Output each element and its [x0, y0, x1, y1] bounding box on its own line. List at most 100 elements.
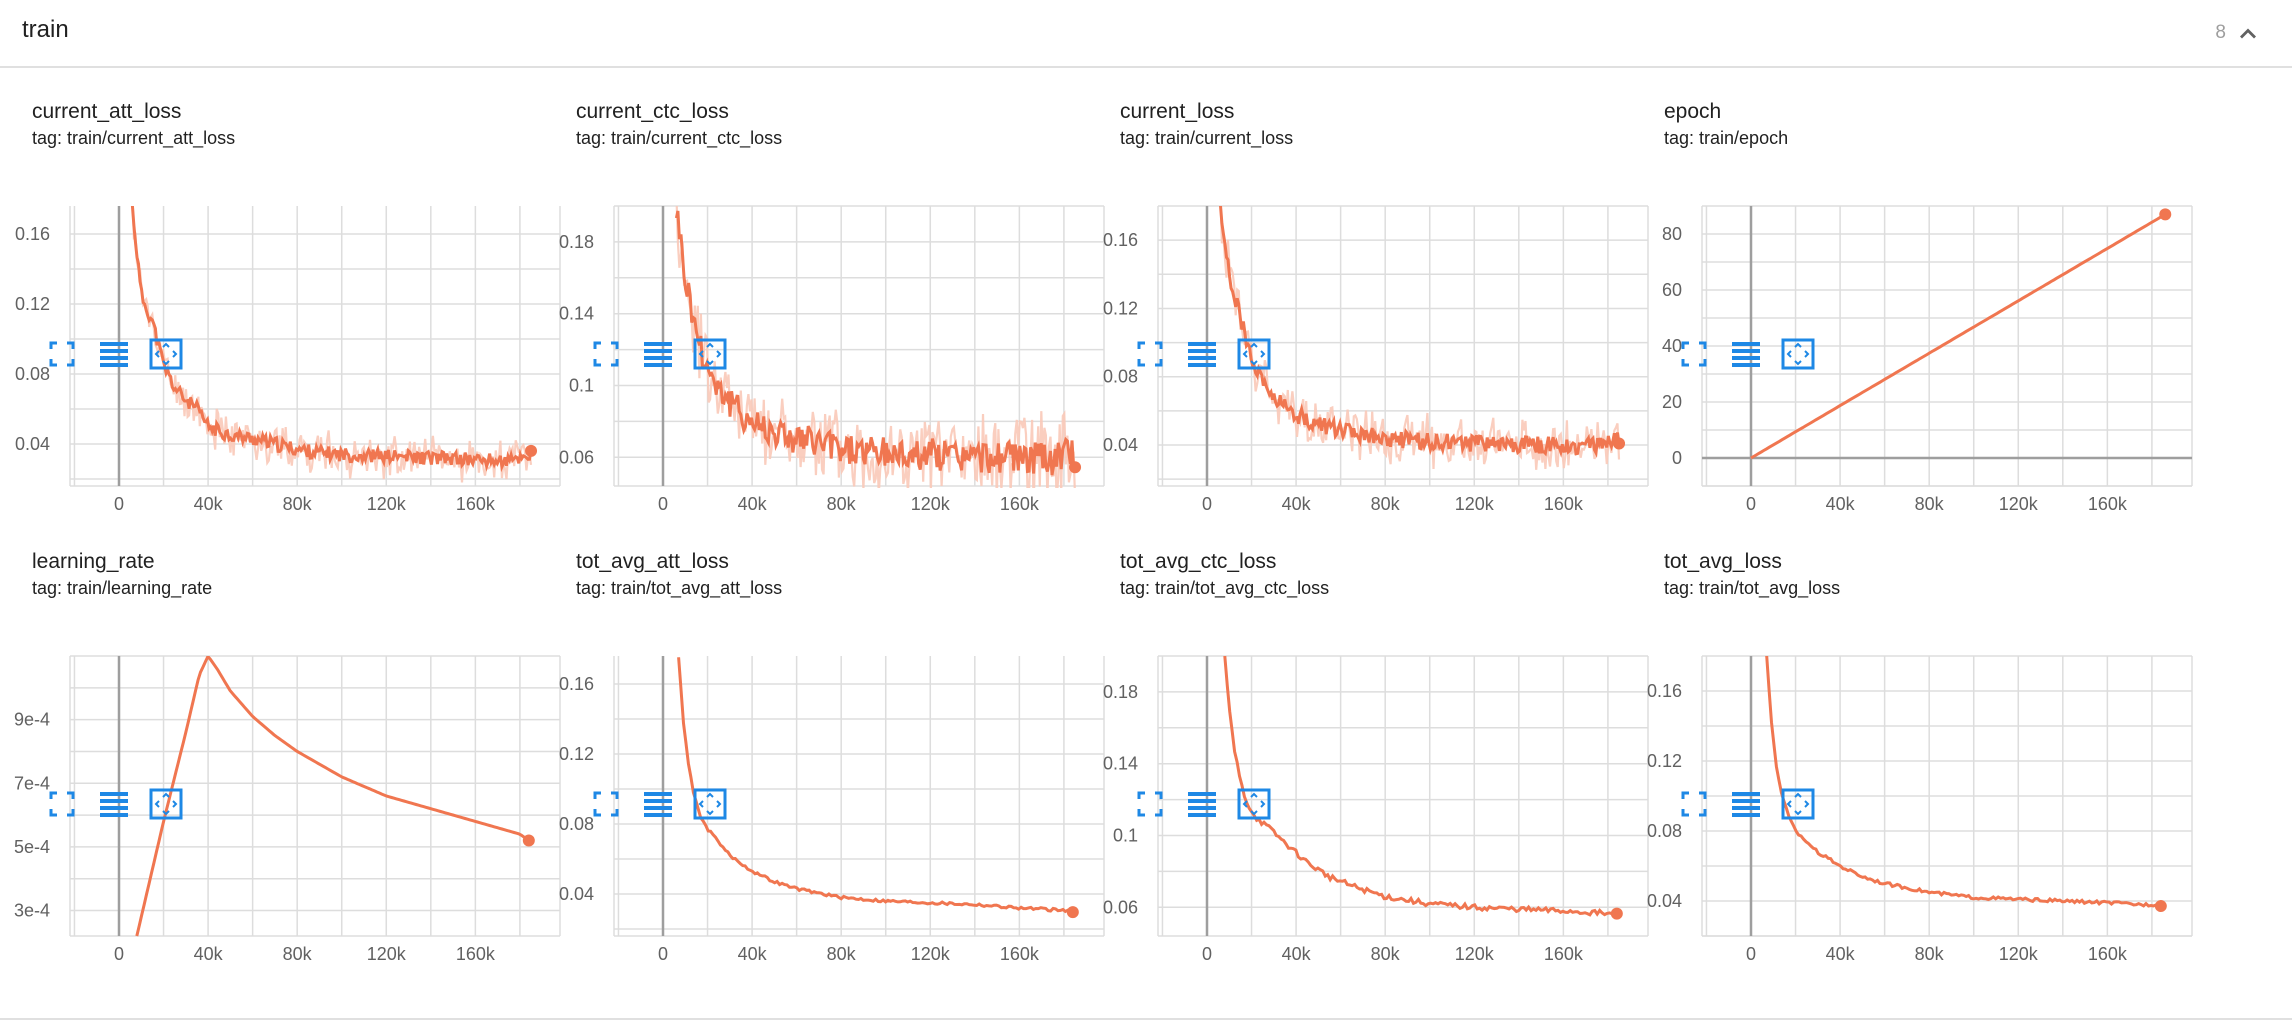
x-tick-label: 120k: [367, 494, 407, 514]
x-tick-label: 120k: [367, 944, 407, 964]
fit-domain-icon[interactable]: [1780, 786, 1816, 822]
chart-title: tot_avg_ctc_loss: [1120, 550, 1277, 573]
series-group: [677, 657, 1074, 914]
chart-title: epoch: [1664, 100, 1722, 123]
x-tick-label: 0: [1202, 944, 1212, 964]
data-table-icon[interactable]: [1728, 336, 1764, 372]
x-tick-label: 0: [114, 944, 124, 964]
chart-plot[interactable]: 0 40k 80k 120k 160k 0.06 0.1 0.14 0.18: [559, 150, 1116, 570]
series-raw-line: [1765, 656, 2162, 908]
fullscreen-icon[interactable]: [1132, 336, 1168, 372]
x-tick-label: 160k: [456, 494, 496, 514]
x-tick-label: 0: [1202, 494, 1212, 514]
data-table-icon[interactable]: [640, 786, 676, 822]
data-table-icon[interactable]: [96, 336, 132, 372]
fit-domain-icon[interactable]: [1236, 336, 1272, 372]
y-tick-label: 9e-4: [14, 710, 50, 730]
x-tick-label: 80k: [283, 494, 313, 514]
chart-plot[interactable]: 0 40k 80k 120k 160k 0.06 0.1 0.14 0.18: [1103, 600, 1660, 1020]
data-table-icon[interactable]: [96, 786, 132, 822]
chart-tag: tag: train/tot_avg_ctc_loss: [1120, 578, 1330, 598]
y-tick-label: 0.16: [1647, 681, 1682, 701]
data-table-icon[interactable]: [640, 336, 676, 372]
chart-actions: [588, 786, 758, 826]
group-count: 8: [2215, 22, 2226, 43]
chart-tag: tag: train/learning_rate: [32, 578, 213, 598]
y-tick-label: 0.14: [1103, 754, 1138, 774]
y-tick-label: 0.08: [1647, 821, 1682, 841]
y-tick-label: 7e-4: [14, 773, 50, 793]
series-group: [1219, 206, 1621, 470]
group-header: train 8: [0, 0, 2292, 68]
chart-plot[interactable]: 0 40k 80k 120k 160k 0.04 0.08 0.12 0.16: [1103, 150, 1660, 570]
y-tick-label: 0.16: [1103, 230, 1138, 250]
x-tick-label: 120k: [1999, 494, 2039, 514]
x-tick-label: 160k: [456, 944, 496, 964]
data-table-icon[interactable]: [1184, 786, 1220, 822]
x-tick-label: 80k: [827, 494, 857, 514]
x-tick-label: 0: [114, 494, 124, 514]
series-end-point: [1066, 906, 1079, 919]
chart-actions: [1132, 786, 1302, 826]
y-tick-label: 0.16: [559, 674, 594, 694]
chart-tag: tag: train/current_att_loss: [32, 128, 236, 148]
chart-plot[interactable]: 0 40k 80k 120k 160k 0 20 40 60 80: [1662, 150, 2204, 570]
series-line: [1750, 213, 2167, 460]
chart-title: current_att_loss: [32, 100, 182, 123]
fullscreen-icon[interactable]: [44, 786, 80, 822]
fullscreen-icon[interactable]: [1676, 336, 1712, 372]
y-tick-label: 60: [1662, 280, 1682, 300]
fullscreen-icon[interactable]: [588, 786, 624, 822]
chart-actions: [1132, 336, 1302, 376]
chart-tag: tag: train/current_loss: [1120, 128, 1294, 148]
chart-card-tot-avg-att-loss: tot_avg_att_loss tag: train/tot_avg_att_l…: [559, 550, 1116, 990]
x-tick-label: 80k: [283, 944, 313, 964]
x-tick-label: 120k: [1455, 494, 1495, 514]
fullscreen-icon[interactable]: [44, 336, 80, 372]
divider: [0, 1018, 2292, 1020]
data-table-icon[interactable]: [1728, 786, 1764, 822]
x-tick-label: 80k: [1915, 944, 1945, 964]
fullscreen-icon[interactable]: [1132, 786, 1168, 822]
fit-domain-icon[interactable]: [1236, 786, 1272, 822]
fit-domain-icon[interactable]: [1780, 336, 1816, 372]
y-tick-label: 0.06: [1103, 897, 1138, 917]
series-line: [1219, 206, 1621, 458]
y-tick-label: 0.14: [559, 304, 594, 324]
chart-plot[interactable]: 0 40k 80k 120k 160k 3e-4 5e-4 7e-4 9e-4: [14, 600, 572, 1020]
series-group: [1765, 656, 2162, 908]
fit-domain-icon[interactable]: [692, 336, 728, 372]
chart-card-current-att-loss: current_att_loss tag: train/current_att_l…: [15, 100, 572, 540]
data-table-icon[interactable]: [1184, 336, 1220, 372]
y-tick-label: 0.12: [1103, 298, 1138, 318]
group-title: train: [22, 16, 69, 43]
y-tick-label: 0.12: [559, 744, 594, 764]
x-tick-label: 120k: [1455, 944, 1495, 964]
series-end-point: [1613, 437, 1626, 450]
chart-plot[interactable]: 0 40k 80k 120k 160k 0.04 0.08 0.12 0.16: [15, 150, 572, 570]
chevron-up-icon[interactable]: [2234, 20, 2262, 48]
fit-domain-icon[interactable]: [148, 786, 184, 822]
x-tick-label: 80k: [1371, 944, 1401, 964]
fullscreen-icon[interactable]: [1676, 786, 1712, 822]
y-tick-label: 0.06: [559, 447, 594, 467]
x-tick-label: 0: [1746, 494, 1756, 514]
x-tick-label: 80k: [1915, 494, 1945, 514]
fit-domain-icon[interactable]: [148, 336, 184, 372]
x-tick-label: 0: [1746, 944, 1756, 964]
x-tick-label: 160k: [1544, 494, 1584, 514]
y-tick-label: 20: [1662, 392, 1682, 412]
fullscreen-icon[interactable]: [588, 336, 624, 372]
y-tick-label: 0: [1672, 448, 1682, 468]
x-tick-label: 40k: [1282, 494, 1312, 514]
x-tick-label: 40k: [194, 944, 224, 964]
series-end-point: [525, 444, 538, 457]
x-tick-label: 160k: [1000, 494, 1040, 514]
x-tick-label: 0: [658, 944, 668, 964]
y-tick-label: 0.1: [1113, 825, 1138, 845]
chart-title: current_loss: [1120, 100, 1235, 123]
fit-domain-icon[interactable]: [692, 786, 728, 822]
chart-plot[interactable]: 0 40k 80k 120k 160k 0.04 0.08 0.12 0.16: [1647, 600, 2204, 1020]
chart-title: current_ctc_loss: [576, 100, 729, 123]
y-tick-label: 0.16: [15, 224, 50, 244]
